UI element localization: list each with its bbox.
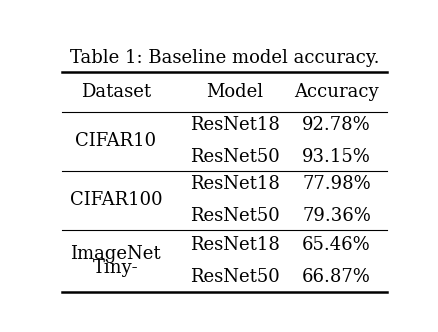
Text: 65.46%: 65.46%: [302, 236, 371, 254]
Text: Dataset: Dataset: [81, 83, 151, 101]
Text: Tiny-: Tiny-: [93, 259, 139, 277]
Text: 66.87%: 66.87%: [302, 268, 371, 286]
Text: 93.15%: 93.15%: [302, 148, 371, 166]
Text: CIFAR10: CIFAR10: [75, 132, 156, 150]
Text: 77.98%: 77.98%: [302, 175, 371, 193]
Text: 92.78%: 92.78%: [302, 117, 371, 134]
Text: ResNet18: ResNet18: [190, 175, 279, 193]
Text: Accuracy: Accuracy: [294, 83, 379, 101]
Text: 79.36%: 79.36%: [302, 207, 371, 225]
Text: Table 1: Baseline model accuracy.: Table 1: Baseline model accuracy.: [70, 49, 379, 67]
Text: ResNet18: ResNet18: [190, 117, 279, 134]
Text: ResNet50: ResNet50: [190, 148, 279, 166]
Text: Model: Model: [206, 83, 263, 101]
Text: ResNet50: ResNet50: [190, 268, 279, 286]
Text: ImageNet: ImageNet: [71, 245, 161, 263]
Text: ResNet18: ResNet18: [190, 236, 279, 254]
Text: CIFAR100: CIFAR100: [70, 191, 162, 209]
Text: ResNet50: ResNet50: [190, 207, 279, 225]
